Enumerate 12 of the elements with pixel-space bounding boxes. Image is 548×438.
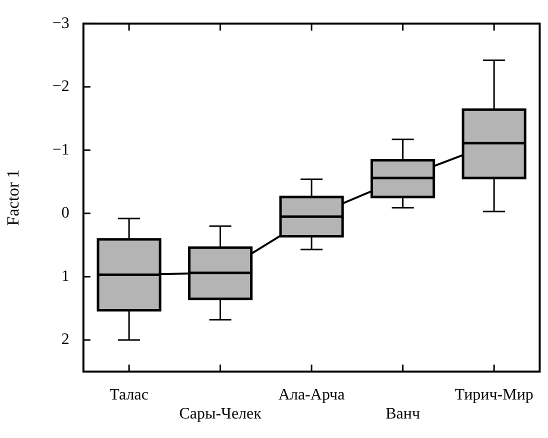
y-tick-label: −2 [52, 78, 70, 96]
y-tick-label: 2 [61, 331, 70, 348]
x-tick-label: Сары-Челек [179, 406, 262, 423]
y-tick-label: 1 [61, 268, 70, 285]
x-tick-label: Тирич-Мир [454, 386, 534, 404]
x-tick-label: Талас [110, 386, 148, 404]
y-tick-label: −1 [52, 141, 70, 158]
x-tick-label: Ала-Арча [278, 386, 345, 404]
y-axis-title: Factor 1 [4, 170, 23, 226]
y-tick-label: −3 [52, 14, 70, 32]
y-tick-label: 0 [61, 204, 70, 222]
x-tick-label: Ванч [386, 406, 420, 423]
